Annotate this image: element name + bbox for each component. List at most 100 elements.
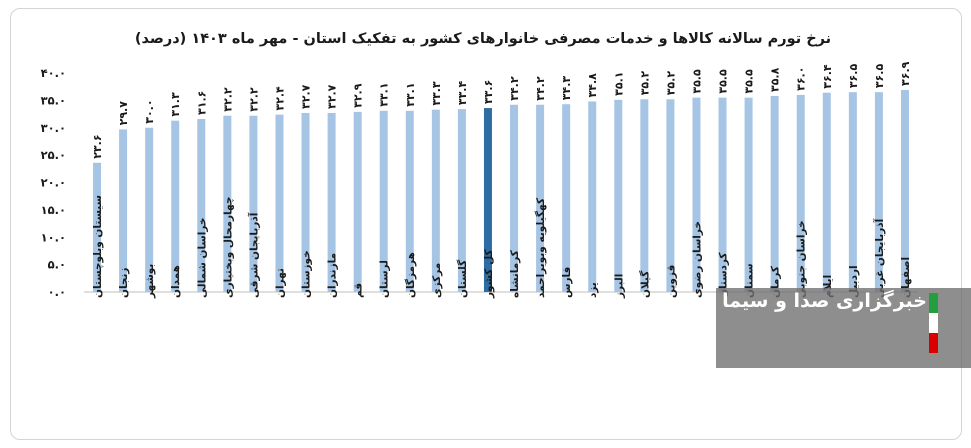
x-tick-label: چهارمحال وبختیاری: [222, 197, 234, 298]
data-label: ۳۴.۲: [534, 76, 547, 101]
x-tick-label: البرز: [613, 274, 625, 299]
x-tick-label: گلستان: [456, 259, 469, 298]
bar: [171, 120, 180, 292]
bar: [874, 92, 883, 292]
x-tick-label: زنجان: [118, 268, 130, 298]
bar: [744, 97, 753, 292]
data-label: ۳۲.۷: [300, 84, 313, 109]
bar: [327, 112, 336, 292]
x-tick-label: خراسان رضوی: [691, 221, 703, 298]
x-tick-label: یزد: [587, 282, 599, 298]
x-tick-label: خوزستان: [301, 250, 313, 298]
bar: [119, 129, 128, 292]
x-tick-label: تهران: [274, 268, 286, 298]
bar: [796, 94, 805, 293]
bar: [431, 109, 440, 293]
data-label: ۳۵.۵: [690, 69, 703, 94]
data-label: ۳۲.۲: [221, 87, 234, 112]
iran-flag-icon: [929, 293, 938, 353]
x-tick-label: آذربایجان شرقی: [247, 212, 260, 298]
data-label: ۳۳.۳: [430, 81, 443, 106]
bar: [275, 114, 284, 292]
chart-title: نرخ تورم سالانه کالاها و خدمات مصرفی خان…: [135, 31, 831, 47]
flag-stripe-green: [929, 293, 938, 313]
bar: [848, 92, 857, 292]
data-label: ۳۴.۸: [586, 73, 599, 98]
x-tick-label: خراسان جنوبی: [796, 220, 808, 298]
bar: [900, 89, 909, 292]
y-tick-label: ۳۰.۰: [41, 121, 66, 135]
bar: [249, 115, 258, 292]
x-tick-label: کهگیلویه وبویراحمد: [534, 197, 547, 298]
bar: [301, 112, 310, 292]
x-tick-label: هرمزگان: [404, 252, 417, 298]
data-label: ۳۳.۱: [378, 82, 391, 106]
x-tick-label: سیستان وبلوچستان: [92, 195, 104, 298]
y-tick-label: ۱۵.۰: [41, 203, 66, 217]
data-label: ۳۵.۲: [638, 71, 651, 96]
bar: [353, 111, 362, 292]
x-tick-label: همدان: [170, 265, 182, 298]
data-label: ۲۳.۶: [91, 134, 104, 158]
data-label: ۳۲.۷: [326, 84, 339, 109]
bar: [536, 104, 545, 292]
bar: [640, 99, 649, 292]
x-tick-label: قزوین: [665, 265, 677, 298]
data-label: ۳۵.۱: [612, 71, 625, 95]
data-label: ۳۶.۴: [821, 64, 834, 89]
data-label: ۳۳.۱: [404, 82, 417, 106]
data-label: ۳۶.۹: [899, 61, 912, 86]
bar: [197, 118, 206, 293]
y-tick-label: ۰.۰: [48, 285, 66, 299]
data-label: ۳۲.۲: [247, 87, 260, 112]
data-label: ۳۵.۵: [717, 69, 730, 94]
data-label: ۳۵.۵: [743, 69, 756, 94]
x-tick-label: اصفهان: [900, 257, 912, 298]
bar: [614, 99, 623, 292]
bar: [770, 95, 779, 293]
bar: [692, 97, 701, 292]
data-label: ۳۴.۲: [508, 76, 521, 101]
x-tick-label: کل کشور: [483, 249, 495, 299]
data-label: ۳۱.۶: [195, 91, 208, 115]
y-tick-label: ۱۰.۰: [41, 230, 66, 244]
bar: [223, 115, 232, 292]
x-tick-label: قم: [353, 283, 365, 298]
data-label: ۳۵.۸: [769, 67, 782, 92]
data-label: ۳۱.۳: [169, 92, 182, 117]
data-label: ۳۲.۹: [352, 83, 365, 108]
x-tick-label: مرکزی: [431, 263, 443, 298]
y-tick-label: ۲۰.۰: [41, 176, 66, 190]
data-label: ۳۲.۴: [273, 86, 286, 111]
bar: [405, 110, 414, 292]
bar: [718, 97, 727, 292]
data-label: ۳۵.۲: [664, 71, 677, 96]
y-tick-label: ۵.۰: [48, 258, 66, 272]
bar: [588, 101, 597, 292]
x-tick-label: گیلان: [638, 270, 651, 298]
flag-stripe-white: [929, 313, 938, 333]
x-tick-label: کردستان: [718, 252, 730, 298]
bar: [145, 127, 154, 292]
y-tick-label: ۴۰.۰: [41, 66, 66, 80]
data-label: ۳۶.۵: [847, 64, 860, 89]
bar: [562, 104, 571, 293]
x-tick-label: فارس: [561, 267, 573, 298]
flag-stripe-red: [929, 333, 938, 353]
bar: [457, 109, 466, 292]
bar: [93, 162, 102, 292]
data-label: ۳۳.۴: [456, 81, 469, 106]
bar: [510, 104, 519, 292]
x-tick-label: کرمانشاه: [509, 249, 521, 298]
watermark-text: خبرگزاری صدا و سیما: [722, 290, 927, 312]
bar: [822, 92, 831, 293]
bar: [483, 108, 492, 292]
data-label: ۳۴.۳: [560, 76, 573, 101]
data-label: ۲۹.۷: [117, 101, 130, 126]
x-tick-label: بوشهر: [144, 264, 156, 299]
data-label: ۳۶.۵: [873, 64, 886, 89]
bar: [666, 99, 675, 292]
data-label: ۳۳.۶: [482, 80, 495, 104]
data-label: ۳۰.۰: [143, 99, 156, 123]
